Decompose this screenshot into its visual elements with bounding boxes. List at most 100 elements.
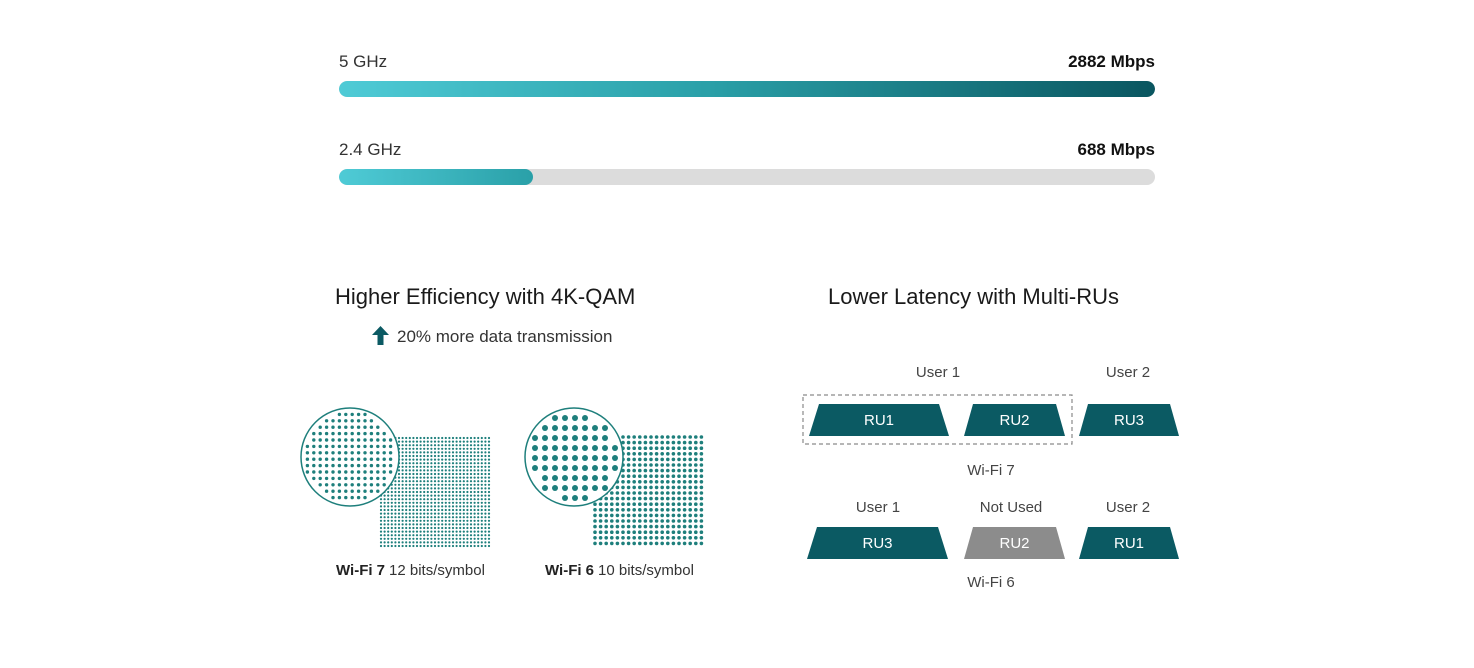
constellation-dot <box>387 505 390 508</box>
constellation-dot <box>455 487 458 490</box>
constellation-dot <box>598 502 603 506</box>
constellation-dot <box>412 519 415 522</box>
constellation-dot <box>444 465 447 468</box>
constellation-dot <box>654 457 659 462</box>
constellation-dot <box>459 530 462 533</box>
constellation-dot <box>643 485 648 490</box>
constellation-dot <box>473 454 476 458</box>
constellation-dot <box>582 425 588 431</box>
constellation-dot <box>415 544 419 548</box>
constellation-dot <box>626 530 631 534</box>
constellation-dot <box>331 483 335 487</box>
constellation-dot <box>451 490 455 494</box>
constellation-dot <box>466 519 469 522</box>
constellation-dot <box>469 526 473 530</box>
constellation-dot <box>699 457 704 462</box>
constellation-dot <box>688 474 692 478</box>
constellation-dot <box>638 480 642 484</box>
constellation-dot <box>552 475 558 481</box>
constellation-dot <box>477 476 480 479</box>
constellation-dot <box>592 435 598 441</box>
constellation-dot <box>419 537 422 540</box>
constellation-dot <box>487 498 491 501</box>
constellation-dot <box>682 485 687 490</box>
constellation-dot <box>654 485 659 490</box>
constellation-dot <box>455 472 458 476</box>
constellation-dot <box>604 513 608 518</box>
constellation-dot <box>638 530 642 534</box>
constellation-dot <box>469 490 473 494</box>
constellation-dot <box>401 530 404 533</box>
constellation-dot <box>430 440 433 443</box>
constellation-dot <box>638 519 642 523</box>
constellation-dot <box>649 541 653 546</box>
constellation-dot <box>694 468 698 473</box>
constellation-dot <box>305 470 310 474</box>
constellation-dot <box>419 458 422 461</box>
constellation-dot <box>677 468 681 473</box>
constellation-dot <box>582 435 588 441</box>
constellation-dot <box>466 465 469 468</box>
constellation-dot <box>444 454 447 458</box>
constellation-dot <box>363 457 367 461</box>
constellation-dot <box>699 530 704 534</box>
constellation-dot <box>331 431 335 436</box>
constellation-dot <box>331 463 335 468</box>
constellation-dot <box>487 512 491 515</box>
constellation-dot <box>401 505 404 508</box>
constellation-dot <box>390 501 393 504</box>
constellation-dot <box>423 472 426 476</box>
constellation-dot <box>688 435 692 439</box>
constellation-dot <box>462 465 465 468</box>
constellation-dot <box>448 444 451 447</box>
constellation-dot <box>615 524 620 529</box>
constellation-dot <box>552 485 558 491</box>
constellation-dot <box>405 494 408 497</box>
constellation-dot <box>387 519 390 522</box>
constellation-dot <box>477 530 480 533</box>
constellation-dot <box>415 526 419 530</box>
constellation-dot <box>419 494 422 497</box>
constellation-dot <box>408 451 411 454</box>
constellation-dot <box>666 513 670 518</box>
constellation-dot <box>562 425 568 431</box>
constellation-dot <box>430 530 433 533</box>
constellation-dot <box>337 457 342 461</box>
constellation-dot <box>405 526 408 530</box>
constellation-dot <box>350 470 354 474</box>
constellation-dot <box>387 541 390 544</box>
constellation-dot <box>487 519 491 522</box>
constellation-dot <box>444 494 447 497</box>
constellation-dot <box>632 480 636 484</box>
constellation-dot <box>433 498 437 501</box>
constellation-dot <box>682 480 687 484</box>
constellation-dot <box>397 523 401 526</box>
constellation-dot <box>688 480 692 484</box>
constellation-dot <box>448 451 451 454</box>
constellation-dot <box>433 476 437 479</box>
constellation-dot <box>632 474 636 478</box>
constellation-dot <box>477 541 480 544</box>
constellation-dot <box>677 440 681 445</box>
constellation-dot <box>487 458 491 461</box>
constellation-dot <box>593 502 597 506</box>
constellation-dot <box>694 463 698 467</box>
constellation-dot <box>477 436 480 440</box>
constellation-dot <box>415 458 419 461</box>
constellation-dot <box>677 502 681 506</box>
constellation-dot <box>654 502 659 506</box>
constellation-dot <box>469 462 473 465</box>
constellation-dot <box>699 508 704 512</box>
constellation-dot <box>448 483 451 486</box>
constellation-dot <box>390 523 393 526</box>
constellation-dot <box>448 487 451 490</box>
constellation-dot <box>441 487 444 490</box>
constellation-dot <box>437 526 440 530</box>
constellation-dot <box>408 480 411 483</box>
constellation-dot <box>363 495 367 500</box>
constellation-dot <box>430 454 433 458</box>
constellation-dot <box>473 537 476 540</box>
constellation-dot <box>604 502 608 506</box>
constellation-dot <box>379 501 383 504</box>
constellation-dot <box>448 480 451 483</box>
